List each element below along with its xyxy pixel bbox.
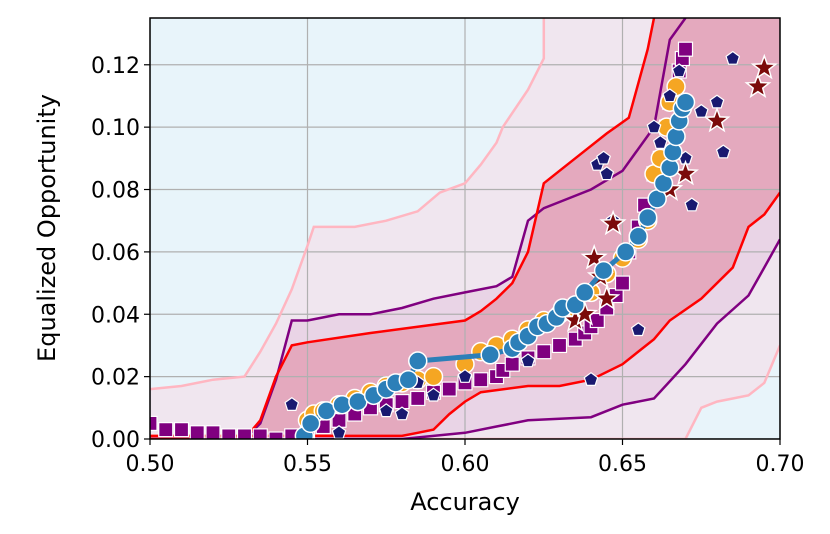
data-point-pentagon [596, 150, 612, 165]
data-point-square [205, 425, 221, 439]
data-point-star [580, 243, 608, 270]
data-point-pentagon [630, 322, 646, 337]
data-point-circle [423, 366, 444, 387]
plot-clip-group [150, 18, 780, 439]
data-point-circle [332, 394, 352, 415]
data-point-circle [574, 282, 595, 303]
data-point-circle [660, 157, 680, 178]
y-tick-label: 0.04 [91, 303, 140, 328]
data-point-pentagon [715, 144, 731, 159]
data-point-circle [593, 260, 614, 281]
y-tick-label: 0.10 [91, 116, 140, 141]
data-point-square [536, 344, 552, 360]
data-point-circle [300, 413, 321, 434]
data-point-star [599, 209, 627, 236]
x-axis-label: Accuracy [410, 488, 520, 516]
data-point-square [441, 381, 457, 397]
x-tick-label: 0.50 [126, 452, 175, 477]
data-point-circle [675, 92, 696, 112]
data-point-pentagon [284, 396, 300, 411]
data-point-pentagon [693, 103, 709, 118]
pink-upper-line [150, 18, 546, 391]
red-upper-line [150, 18, 656, 439]
data-point-pentagon [725, 50, 741, 65]
x-tick-label: 0.65 [598, 452, 647, 477]
x-tick-label: 0.60 [441, 452, 490, 477]
data-point-pentagon [394, 406, 410, 421]
data-point-star [750, 53, 778, 80]
data-point-square [158, 422, 174, 438]
data-point-circle [637, 207, 658, 228]
data-point-square [173, 422, 190, 438]
data-point-pentagon [646, 119, 662, 134]
data-point-square [150, 415, 158, 432]
data-point-pentagon [378, 403, 394, 418]
y-tick-label: 0.06 [91, 241, 140, 266]
y-tick-label: 0.00 [91, 428, 140, 453]
plot-area [149, 17, 781, 440]
data-point-circle [663, 142, 683, 162]
data-point-pentagon [671, 63, 687, 78]
data-point-circle [666, 126, 686, 147]
data-point-circle [408, 351, 428, 371]
data-point-pentagon [652, 134, 668, 149]
data-point-pentagon [662, 88, 678, 103]
data-point-square [236, 428, 253, 439]
data-point-circle [480, 345, 500, 365]
x-tick-label: 0.55 [283, 452, 332, 477]
data-point-pentagon [684, 197, 700, 212]
data-point-square [677, 41, 694, 57]
data-point-square [473, 372, 489, 388]
data-point-pentagon [583, 371, 599, 386]
y-tick-label: 0.08 [91, 179, 140, 204]
data-point-circle [398, 369, 419, 390]
data-point-square [268, 431, 284, 439]
y-axis-label: Equalized Opportunity [33, 94, 61, 362]
data-point-pentagon [520, 353, 536, 368]
data-point-pentagon [599, 166, 615, 181]
data-point-square [551, 337, 568, 354]
data-point-circle [628, 226, 648, 247]
y-tick-label: 0.02 [91, 366, 140, 391]
red-lower-line [150, 191, 780, 438]
data-point-pentagon [426, 387, 441, 402]
data-point-star [593, 284, 621, 311]
data-point-square [189, 425, 205, 439]
data-point-pentagon [457, 368, 473, 383]
data-point-circle [615, 242, 636, 262]
pink-lower-line [150, 344, 780, 439]
data-point-square [614, 275, 631, 291]
purple-lower-line [150, 238, 780, 439]
data-point-star [703, 106, 731, 133]
y-tick-label: 0.12 [91, 54, 140, 79]
data-point-square [410, 390, 426, 407]
data-point-square [221, 428, 237, 439]
x-tick-label: 0.70 [756, 452, 805, 477]
data-point-square [504, 356, 520, 372]
data-point-square [252, 428, 268, 439]
data-point-star [744, 72, 772, 99]
ticks: 0.50 0.55 0.60 0.65 0.70 0.00 0.02 0.04 0.06 0.08… [91, 54, 804, 477]
